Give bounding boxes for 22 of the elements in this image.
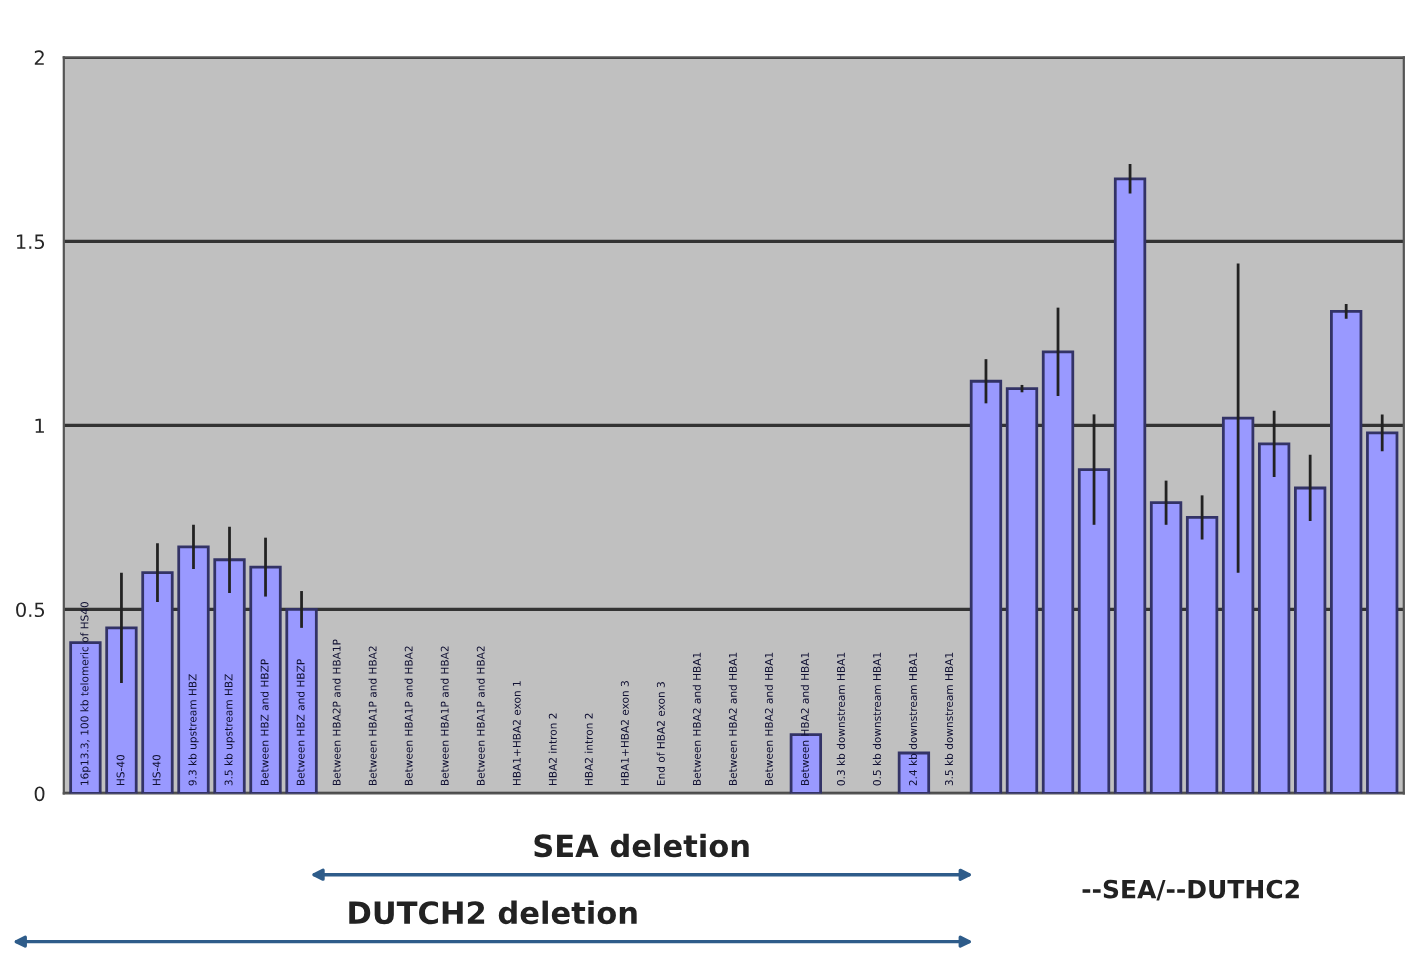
bar — [1294, 486, 1327, 794]
y-tick-label: 1 — [35, 418, 44, 433]
bar — [1221, 416, 1255, 794]
bar — [1257, 442, 1291, 794]
bar — [1366, 431, 1399, 794]
text: DUTCH2 deletion — [349, 900, 637, 925]
bar — [1149, 501, 1183, 794]
y-tick-label: 0 — [34, 786, 45, 802]
bar — [969, 379, 1003, 794]
bar — [1330, 309, 1363, 794]
bar — [897, 751, 931, 794]
bar — [1113, 177, 1147, 794]
y-tick-label: 2 — [34, 50, 44, 65]
bar — [1077, 468, 1111, 794]
bar — [1041, 350, 1075, 794]
bar — [1185, 516, 1219, 794]
bar — [789, 733, 823, 794]
y-tick-label: 0.5 — [16, 602, 45, 618]
text: SEA deletion — [534, 833, 749, 858]
text: --SEA/--DUTHC2 — [1082, 879, 1299, 901]
bar — [1005, 387, 1039, 794]
y-tick-label: 1.5 — [16, 234, 45, 250]
